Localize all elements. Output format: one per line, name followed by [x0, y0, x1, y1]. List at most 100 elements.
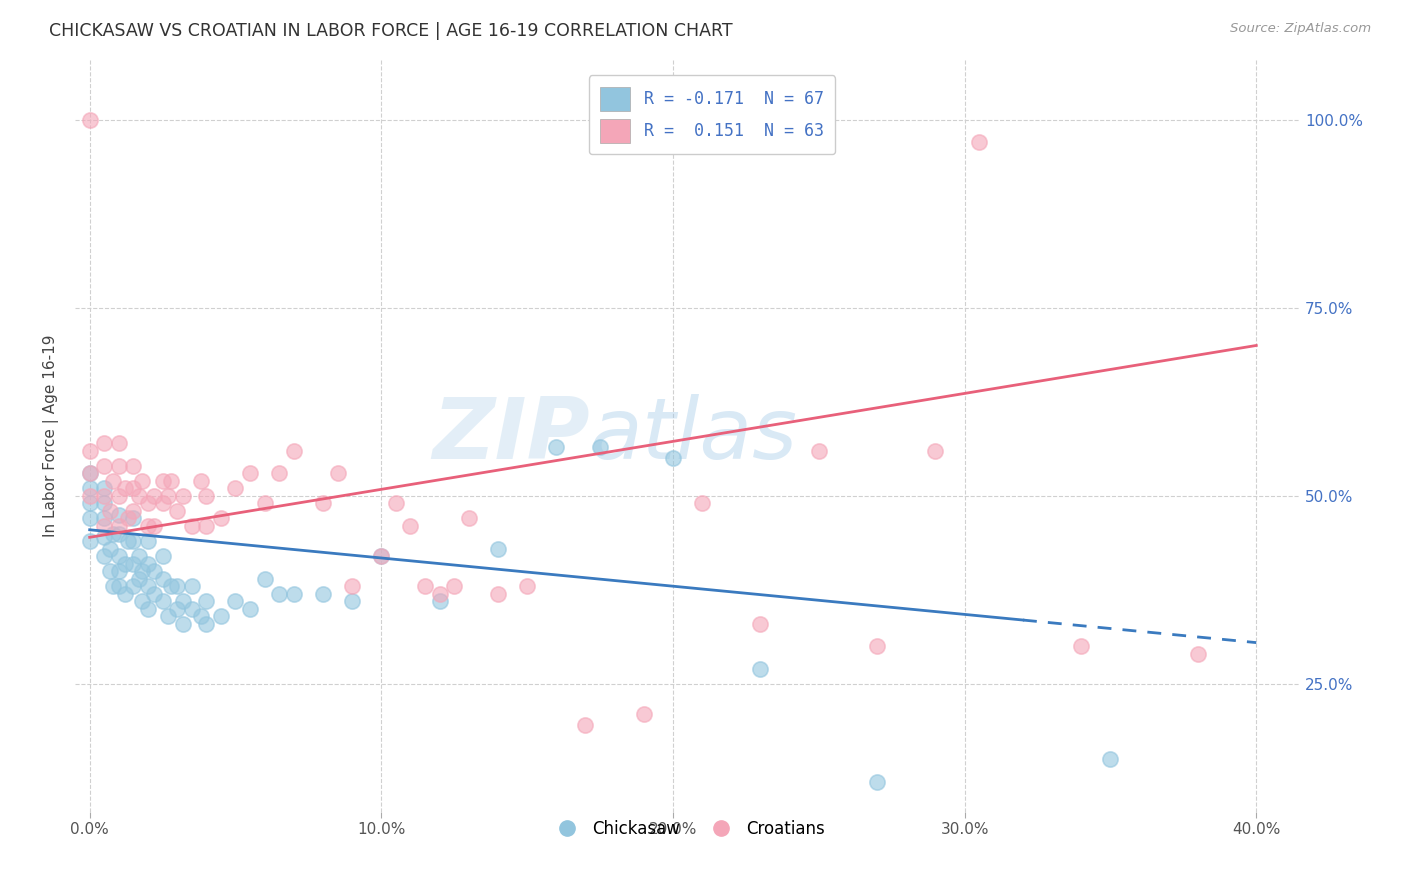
- Point: [128, 489, 150, 503]
- Point: [108, 549, 131, 563]
- Point: [101, 474, 124, 488]
- Point: [79, 496, 101, 510]
- Point: [312, 496, 335, 510]
- Point: [79, 443, 101, 458]
- Point: [486, 541, 509, 556]
- Point: [136, 557, 159, 571]
- Point: [516, 579, 538, 593]
- Point: [486, 587, 509, 601]
- Point: [166, 601, 188, 615]
- Point: [108, 579, 131, 593]
- Point: [108, 564, 131, 578]
- Point: [93, 436, 115, 450]
- Point: [326, 467, 349, 481]
- Point: [117, 511, 139, 525]
- Point: [166, 579, 188, 593]
- Point: [152, 572, 174, 586]
- Point: [172, 616, 194, 631]
- Point: [413, 579, 436, 593]
- Point: [1099, 752, 1122, 766]
- Point: [160, 474, 183, 488]
- Point: [93, 519, 115, 533]
- Point: [93, 489, 115, 503]
- Text: CHICKASAW VS CROATIAN IN LABOR FORCE | AGE 16-19 CORRELATION CHART: CHICKASAW VS CROATIAN IN LABOR FORCE | A…: [49, 22, 733, 40]
- Point: [79, 482, 101, 496]
- Point: [79, 467, 101, 481]
- Point: [180, 601, 202, 615]
- Point: [172, 489, 194, 503]
- Point: [429, 594, 451, 608]
- Point: [749, 616, 772, 631]
- Point: [108, 508, 131, 522]
- Point: [224, 482, 246, 496]
- Point: [385, 496, 408, 510]
- Point: [152, 594, 174, 608]
- Text: Source: ZipAtlas.com: Source: ZipAtlas.com: [1230, 22, 1371, 36]
- Point: [1187, 647, 1209, 661]
- Point: [122, 504, 145, 518]
- Point: [108, 458, 131, 473]
- Point: [152, 496, 174, 510]
- Point: [142, 587, 165, 601]
- Y-axis label: In Labor Force | Age 16-19: In Labor Force | Age 16-19: [44, 334, 59, 537]
- Point: [157, 489, 180, 503]
- Point: [239, 601, 262, 615]
- Point: [136, 534, 159, 549]
- Point: [190, 474, 212, 488]
- Point: [131, 474, 153, 488]
- Text: atlas: atlas: [589, 394, 797, 477]
- Point: [114, 557, 136, 571]
- Point: [122, 511, 145, 525]
- Point: [128, 572, 150, 586]
- Point: [399, 519, 422, 533]
- Point: [209, 609, 232, 624]
- Point: [79, 511, 101, 525]
- Point: [122, 482, 145, 496]
- Point: [190, 609, 212, 624]
- Point: [93, 482, 115, 496]
- Point: [312, 587, 335, 601]
- Point: [122, 579, 145, 593]
- Point: [166, 504, 188, 518]
- Point: [866, 774, 889, 789]
- Point: [967, 136, 990, 150]
- Point: [239, 467, 262, 481]
- Point: [160, 579, 183, 593]
- Point: [429, 587, 451, 601]
- Point: [807, 443, 830, 458]
- Point: [152, 549, 174, 563]
- Point: [79, 467, 101, 481]
- Point: [195, 594, 218, 608]
- Point: [142, 564, 165, 578]
- Point: [283, 587, 305, 601]
- Point: [224, 594, 246, 608]
- Point: [136, 579, 159, 593]
- Point: [79, 534, 101, 549]
- Point: [589, 440, 612, 454]
- Point: [283, 443, 305, 458]
- Point: [93, 496, 115, 510]
- Point: [93, 549, 115, 563]
- Point: [195, 489, 218, 503]
- Point: [114, 587, 136, 601]
- Point: [131, 564, 153, 578]
- Point: [98, 541, 121, 556]
- Point: [98, 504, 121, 518]
- Point: [546, 440, 568, 454]
- Point: [180, 519, 202, 533]
- Point: [142, 519, 165, 533]
- Point: [340, 579, 363, 593]
- Point: [443, 579, 465, 593]
- Point: [690, 496, 713, 510]
- Point: [253, 496, 276, 510]
- Point: [98, 564, 121, 578]
- Point: [93, 511, 115, 525]
- Point: [1070, 640, 1092, 654]
- Point: [93, 530, 115, 544]
- Point: [108, 519, 131, 533]
- Point: [662, 451, 685, 466]
- Point: [340, 594, 363, 608]
- Point: [101, 579, 124, 593]
- Legend: Chickasaw, Croatians: Chickasaw, Croatians: [543, 814, 832, 845]
- Point: [209, 511, 232, 525]
